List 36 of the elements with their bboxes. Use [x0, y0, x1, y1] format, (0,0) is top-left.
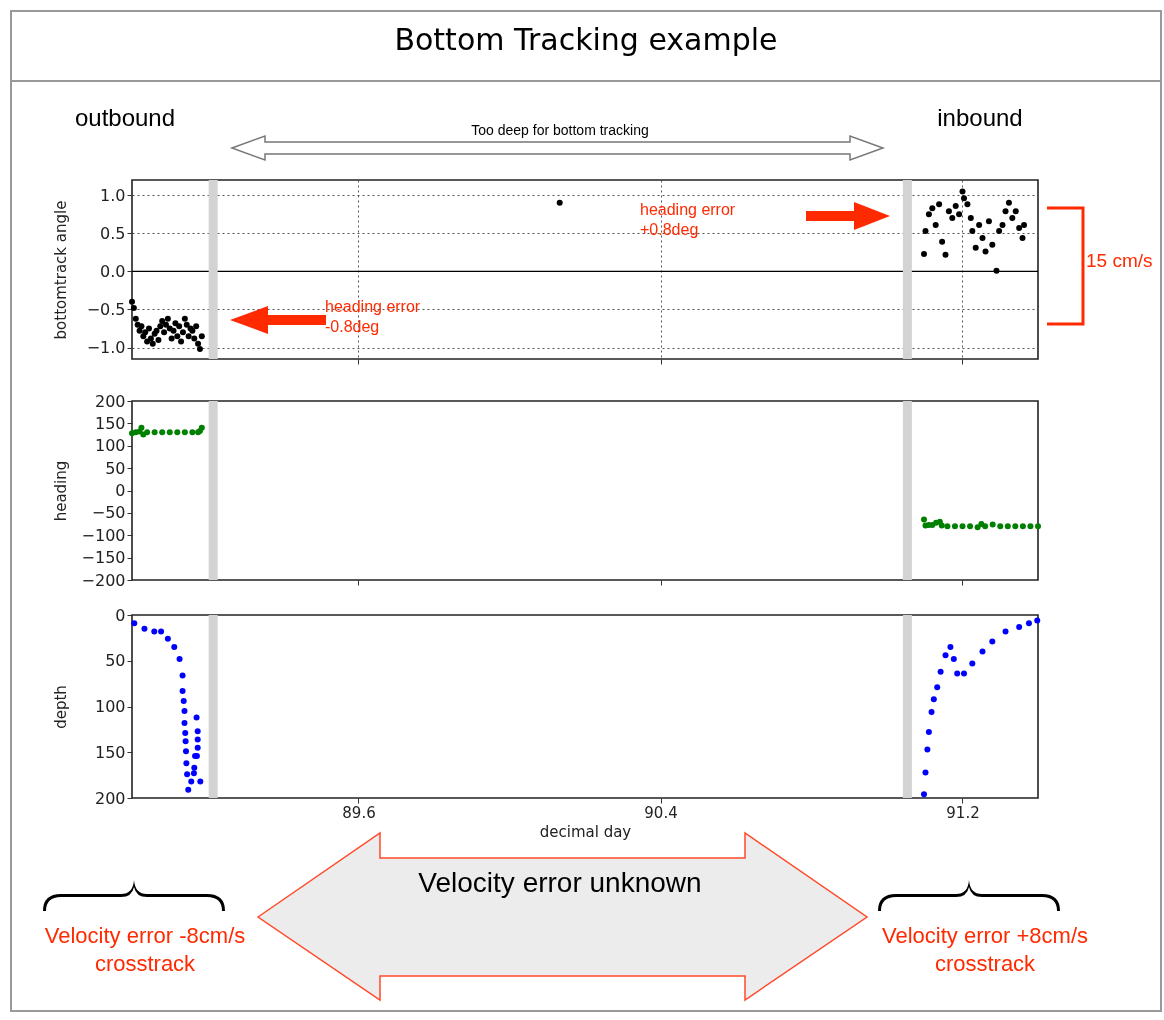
- y-tick-label: −100: [81, 525, 126, 545]
- annotation: heading error -0.8deg: [325, 297, 422, 337]
- y-tick-label: −50: [91, 503, 126, 523]
- y-tick-label: 200: [94, 391, 126, 411]
- text: Velocity error -8cm/s crosstrack: [43, 922, 247, 977]
- y-tick-label: 200: [94, 788, 126, 808]
- text: Velocity error +8cm/s crosstrack: [881, 922, 1089, 977]
- y-tick-label: 150: [94, 742, 126, 762]
- text: outbound: [73, 103, 177, 133]
- y-axis-title: bottomtrack angle: [51, 200, 70, 340]
- y-tick-label: 0.5: [100, 223, 126, 243]
- annotation: heading error +0.8deg: [640, 200, 737, 240]
- y-tick-label: 50: [105, 651, 126, 671]
- x-tick-label: 90.4: [644, 803, 678, 822]
- y-tick-label: 1.0: [100, 185, 126, 205]
- text: Velocity error unknown: [417, 866, 703, 900]
- y-tick-label: −0.5: [86, 299, 126, 319]
- chart-title: Bottom Tracking example: [393, 22, 779, 57]
- y-tick-label: −200: [81, 570, 126, 590]
- y-tick-label: 100: [94, 436, 126, 456]
- y-axis-title: depth: [51, 685, 70, 729]
- text: Too deep for bottom tracking: [470, 122, 650, 140]
- x-tick-label: 91.2: [946, 803, 980, 822]
- y-tick-label: 0: [115, 605, 126, 625]
- text: inbound: [936, 103, 1024, 133]
- x-axis-title: decimal day: [539, 822, 632, 841]
- y-tick-label: −1.0: [86, 338, 126, 358]
- y-tick-label: 0: [115, 481, 126, 500]
- x-tick-label: 89.6: [342, 803, 376, 822]
- y-tick-label: 0.0: [100, 261, 126, 281]
- text: 15 cm/s: [1086, 249, 1154, 273]
- y-tick-label: 100: [94, 697, 126, 716]
- y-axis-title: heading: [51, 460, 70, 522]
- y-tick-label: 50: [105, 458, 126, 478]
- y-tick-label: 150: [94, 413, 126, 433]
- y-tick-label: −150: [81, 548, 126, 568]
